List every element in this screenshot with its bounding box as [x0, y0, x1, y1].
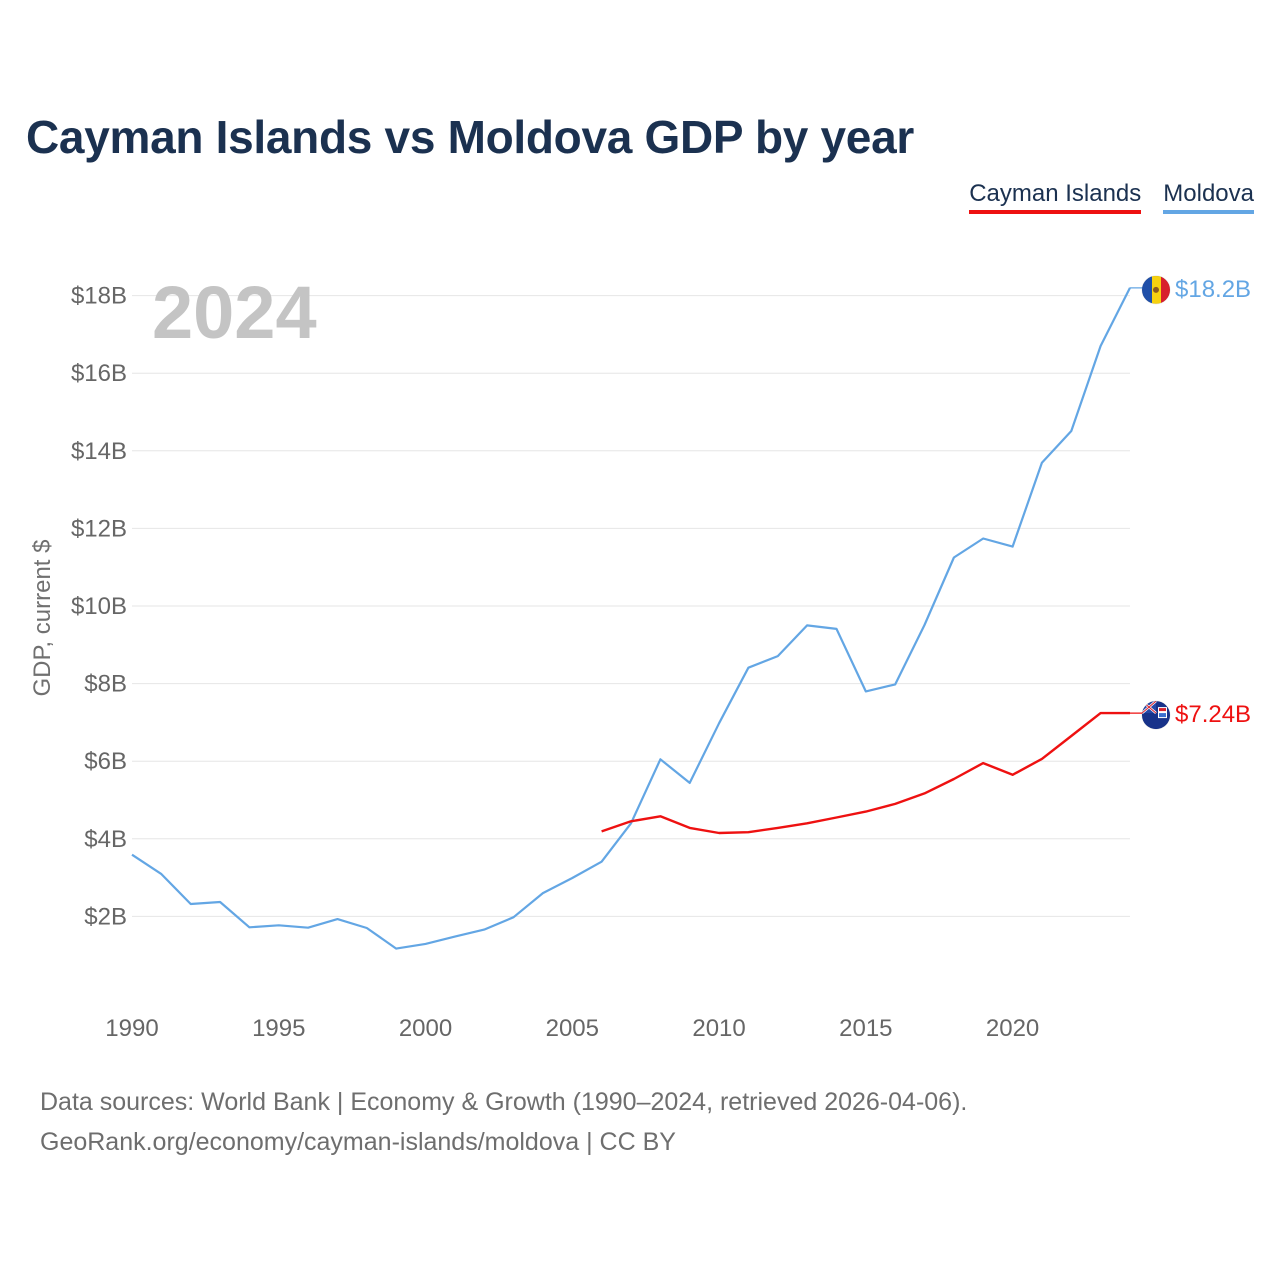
- chart-title: Cayman Islands vs Moldova GDP by year: [26, 111, 914, 163]
- x-tick-label: 2005: [546, 1015, 599, 1042]
- footer-attribution[interactable]: GeoRank.org/economy/cayman-islands/moldo…: [40, 1128, 676, 1156]
- footer: Data sources: World Bank | Economy & Gro…: [40, 1082, 967, 1162]
- grid-lines: [132, 295, 1130, 917]
- cayman-islands-flag-icon: [1141, 275, 1171, 305]
- legend-item-moldova[interactable]: Moldova: [1163, 180, 1254, 214]
- y-tick-label: $4B: [84, 826, 127, 853]
- x-tick-label: 2020: [986, 1015, 1039, 1042]
- y-tick-label: $12B: [71, 515, 127, 542]
- end-value-label-moldova: $18.2B: [1175, 276, 1251, 303]
- series-line-cayman-islands[interactable]: [601, 711, 1130, 835]
- legend: Cayman Islands Moldova: [969, 180, 1254, 214]
- moldova-flag-icon: [1141, 700, 1171, 730]
- y-tick-label: $10B: [71, 593, 127, 620]
- series-line-moldova[interactable]: [131, 287, 1131, 950]
- axis-labels: $2B $4B $6B $8B $10B $12B $14B $16B $18B 1990 1995…: [71, 283, 1039, 1042]
- y-tick-label: $18B: [71, 283, 127, 310]
- footer-sources: Data sources: World Bank | Economy & Gro…: [40, 1088, 968, 1116]
- x-tick-label: 1990: [105, 1015, 158, 1042]
- y-tick-label: $2B: [84, 903, 127, 930]
- y-axis-label: GDP, current $: [29, 540, 56, 697]
- y-tick-label: $14B: [71, 438, 127, 465]
- year-watermark: 2024: [152, 271, 317, 354]
- end-labels: $18.2B $7.24B: [1130, 275, 1251, 730]
- x-tick-label: 2010: [692, 1015, 745, 1042]
- series: [131, 287, 1131, 950]
- x-tick-label: 2015: [839, 1015, 892, 1042]
- legend-item-cayman-islands[interactable]: Cayman Islands: [969, 180, 1142, 214]
- y-tick-label: $16B: [71, 360, 127, 387]
- x-tick-label: 1995: [252, 1015, 305, 1042]
- end-value-label-cayman-islands: $7.24B: [1175, 701, 1251, 728]
- y-tick-label: $6B: [84, 748, 127, 775]
- y-tick-label: $8B: [84, 671, 127, 698]
- x-tick-label: 2000: [399, 1015, 452, 1042]
